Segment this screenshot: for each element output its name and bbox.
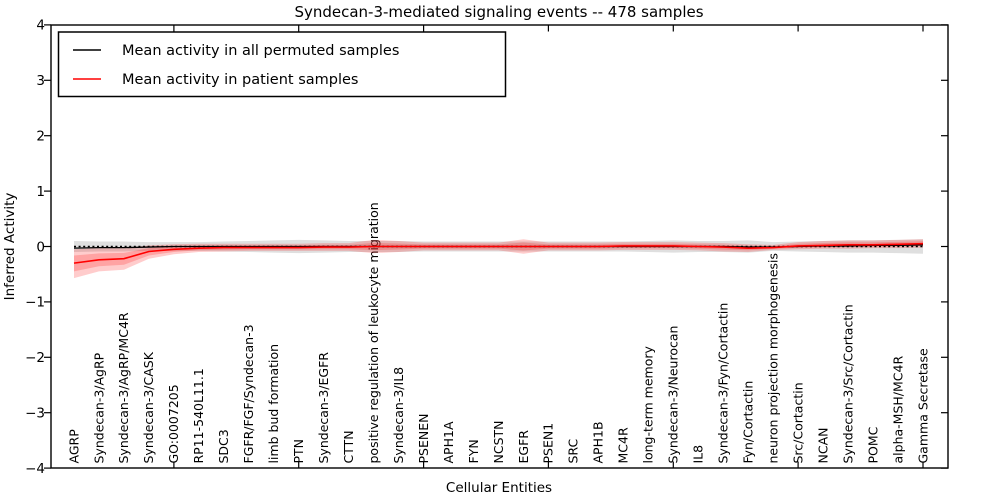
category-label: AGRP xyxy=(66,429,81,464)
category-label: alpha-MSH/MC4R xyxy=(890,356,905,464)
y-tick-label: 4 xyxy=(36,18,45,34)
category-label: limb bud formation xyxy=(266,344,281,464)
y-tick-label: 1 xyxy=(36,184,45,200)
category-label: SDC3 xyxy=(216,429,231,463)
category-label: Syndecan-3/AgRP/MC4R xyxy=(116,312,131,463)
category-label: IL8 xyxy=(691,445,706,464)
category-label: Syndecan-3/Fyn/Cortactin xyxy=(716,303,731,464)
category-label: NCAN xyxy=(815,428,830,464)
y-axis-label: Inferred Activity xyxy=(2,193,18,301)
category-label: MC4R xyxy=(616,427,631,463)
y-tick-label: −4 xyxy=(25,461,45,477)
axes-frame xyxy=(50,24,949,469)
category-label: Syndecan-3/EGFR xyxy=(316,352,331,464)
legend-label-permuted: Mean activity in all permuted samples xyxy=(122,43,399,59)
y-tick-label: −3 xyxy=(25,406,45,422)
category-label: PSENEN xyxy=(416,414,431,464)
patient-envelope-band-outer xyxy=(74,239,923,279)
plot-lines xyxy=(73,242,924,264)
category-label: Syndecan-3/IL8 xyxy=(391,367,406,464)
category-label: RP11-540L11.1 xyxy=(191,368,206,463)
legend-label-patient: Mean activity in patient samples xyxy=(122,72,358,88)
category-label: positive regulation of leukocyte migrati… xyxy=(366,202,381,463)
category-label: Syndecan-3/Src/Cortactin xyxy=(840,304,855,463)
category-label: neuron projection morphogenesis xyxy=(766,253,781,464)
legend-frame xyxy=(57,31,507,98)
category-label: POMC xyxy=(865,426,880,463)
category-label: PSEN1 xyxy=(541,423,556,464)
category-label: Src/Cortactin xyxy=(790,382,805,463)
category-labels: AGRP Syndecan-3/AgRP Syndecan-3/AgRP/MC4R S… xyxy=(66,202,930,463)
category-label: long-term memory xyxy=(641,346,656,464)
y-tick-label: −2 xyxy=(25,350,45,366)
ytick-labels: 4 3 2 1 0 −1 −2 −3 −4 xyxy=(25,18,45,477)
category-label: EGFR xyxy=(516,430,531,464)
category-label: FGFR/FGF/Syndecan-3 xyxy=(241,324,256,463)
category-label: FYN xyxy=(466,439,481,463)
y-tick-label: 3 xyxy=(36,73,45,89)
category-label: Syndecan-3/Neurocan xyxy=(666,326,681,464)
legend: Mean activity in all permuted samples Me… xyxy=(57,31,507,98)
category-label: Syndecan-3/AgRP xyxy=(91,352,106,463)
y-tick-label: −1 xyxy=(25,295,45,311)
category-label: APH1B xyxy=(591,421,606,463)
category-label: PTN xyxy=(291,439,306,464)
category-label: Gamma Secretase xyxy=(915,348,930,463)
category-label: CTTN xyxy=(341,430,356,463)
category-label: NCSTN xyxy=(491,421,506,464)
y-tick-label: 0 xyxy=(36,239,45,255)
x-axis-label: Cellular Entities xyxy=(446,480,552,496)
y-tick-label: 2 xyxy=(36,129,45,145)
patient-mean-line xyxy=(73,242,924,264)
plot-bands xyxy=(74,239,923,279)
category-label: GO:0007205 xyxy=(166,384,181,463)
patient-envelope-band-inner xyxy=(74,241,923,272)
category-label: Fyn/Cortactin xyxy=(741,381,756,464)
chart-title: Syndecan-3-mediated signaling events -- … xyxy=(294,3,703,21)
category-label: Syndecan-3/CASK xyxy=(141,351,156,463)
category-label: APH1A xyxy=(441,421,456,463)
category-label: SRC xyxy=(566,439,581,464)
